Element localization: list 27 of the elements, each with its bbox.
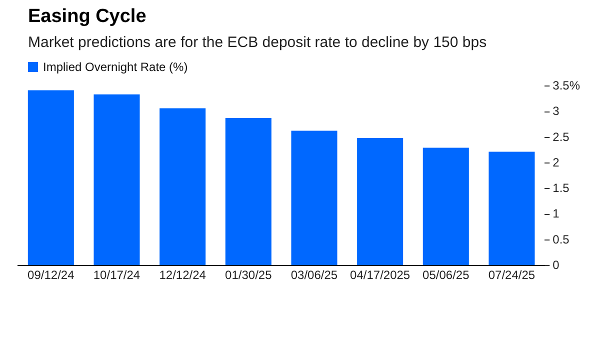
x-tick-label: 12/12/24 bbox=[159, 268, 206, 282]
x-tick-label: 10/17/24 bbox=[93, 268, 140, 282]
x-tick-label: 03/06/25 bbox=[290, 268, 338, 282]
x-tick-label: 07/24/25 bbox=[488, 268, 536, 282]
y-tick-label: 0.5 bbox=[552, 232, 570, 246]
x-tick-label: 09/12/24 bbox=[28, 268, 75, 282]
bar bbox=[28, 90, 74, 266]
bar bbox=[291, 130, 338, 266]
y-tick-label: 2.5 bbox=[552, 130, 570, 144]
bar bbox=[225, 118, 272, 266]
bar bbox=[357, 138, 404, 266]
chart-title: Easing Cycle bbox=[28, 6, 146, 28]
y-tick-label: 2 bbox=[552, 155, 560, 170]
bar bbox=[422, 148, 469, 266]
bar bbox=[160, 108, 206, 266]
y-tick-label: 0 bbox=[552, 258, 560, 272]
y-tick-label: 3.5% bbox=[552, 78, 580, 93]
legend-label: Implied Overnight Rate (%) bbox=[43, 60, 188, 74]
x-tick-label: 01/30/25 bbox=[225, 268, 272, 282]
y-tick-label: 1.5 bbox=[552, 181, 570, 196]
bar bbox=[488, 152, 535, 266]
y-tick-label: 1 bbox=[552, 206, 560, 221]
x-tick-label: 05/06/25 bbox=[422, 268, 470, 282]
chart-subtitle: Market predictions are for the ECB deposit rate to decline by 150 bps bbox=[28, 34, 487, 51]
x-tick-label: 04/17/2025 bbox=[350, 268, 410, 282]
y-tick-label: 3 bbox=[552, 104, 560, 118]
bar bbox=[94, 94, 140, 266]
